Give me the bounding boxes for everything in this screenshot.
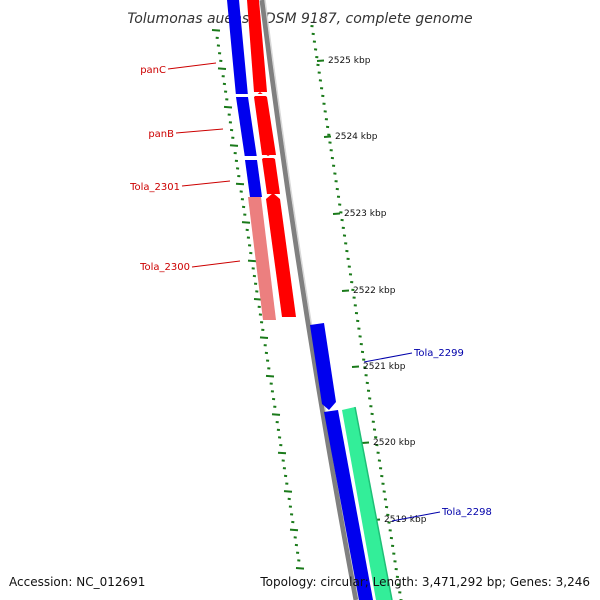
- kbp-scale-label: 2523 kbp: [344, 209, 387, 219]
- inner-major-tick: [223, 105, 233, 109]
- outer-major-tick: [323, 135, 332, 138]
- outer-major-tick: [316, 59, 325, 62]
- outer-major-tick: [351, 365, 360, 368]
- inner-tick-track: [211, 29, 305, 570]
- gene-block-panC: [247, 0, 267, 92]
- outer-major-tick: [332, 212, 341, 215]
- gene-block-tola2300-pseudo: [248, 197, 276, 320]
- inner-major-tick: [259, 336, 269, 339]
- label-connector-tola2299: [363, 352, 413, 363]
- kbp-scale-label: 2524 kbp: [335, 132, 378, 142]
- inner-major-tick: [271, 413, 281, 416]
- inner-major-tick: [295, 567, 305, 570]
- gene-block-panB: [254, 92, 276, 155]
- gene-label-tola2300: Tola_2300: [139, 262, 190, 273]
- kbp-scale-label: 2522 kbp: [353, 286, 396, 296]
- outer-major-tick: [361, 441, 370, 444]
- gene-block-tola2301-reverse: [245, 160, 262, 197]
- gene-block-tola2301: [262, 155, 280, 194]
- gene-label-panC: panC: [140, 65, 166, 76]
- inner-major-tick: [247, 259, 257, 263]
- label-connector-panC: [167, 62, 217, 70]
- kbp-scale-label: 2525 kbp: [328, 56, 371, 66]
- accession-text: Accession: NC_012691: [9, 575, 145, 589]
- inner-major-tick: [277, 451, 287, 455]
- inner-major-tick: [229, 144, 239, 147]
- inner-major-tick: [283, 490, 293, 493]
- inner-major-tick: [289, 528, 299, 532]
- genome-backbone: [259, 0, 359, 600]
- gene-block-tola2298: [342, 407, 392, 600]
- outer-major-tick: [341, 289, 350, 292]
- reverse-strand-upper: [227, 0, 262, 197]
- inner-major-tick: [265, 374, 275, 378]
- label-connector-panB: [175, 128, 224, 134]
- gene-block-tola2298-edge: [354, 406, 393, 600]
- label-connector-tola2301: [181, 180, 231, 187]
- gene-block-panB-reverse: [236, 97, 257, 158]
- inner-major-tick: [211, 29, 221, 32]
- gene-block-panC-reverse: [227, 0, 248, 96]
- label-connector-tola2298: [391, 511, 441, 522]
- forward-strand-upper: [232, 0, 296, 320]
- gene-block-tola2300: [266, 193, 296, 317]
- kbp-scale-label: 2521 kbp: [363, 362, 406, 372]
- gene-block-tola2299-next: [324, 410, 373, 600]
- gene-label-tola2298: Tola_2298: [441, 507, 492, 518]
- label-connector-tola2300: [191, 260, 241, 268]
- kbp-scale-label: 2520 kbp: [373, 438, 416, 448]
- kbp-scale-label: 2519 kbp: [384, 515, 427, 525]
- gene-label-panB: panB: [148, 129, 174, 140]
- inner-major-tick: [217, 67, 227, 70]
- lower-genes: [310, 323, 393, 600]
- inner-major-tick: [235, 182, 245, 186]
- gene-label-tola2301: Tola_2301: [129, 182, 180, 193]
- gene-label-tola2299: Tola_2299: [413, 348, 464, 359]
- gene-block-tola2299: [310, 323, 336, 410]
- gene-labels: panC panB Tola_2301 Tola_2300 Tola_2299 …: [129, 62, 492, 522]
- map-title: Tolumonas auensis DSM 9187, complete gen…: [127, 11, 472, 27]
- outer-tick-track: 2525 kbp 2524 kbp 2523 kbp 2522 kbp 2521 kbp…: [310, 25, 427, 600]
- genome-summary-text: Topology: circular; Length: 3,471,292 bp…: [259, 575, 590, 589]
- inner-major-tick: [241, 221, 251, 224]
